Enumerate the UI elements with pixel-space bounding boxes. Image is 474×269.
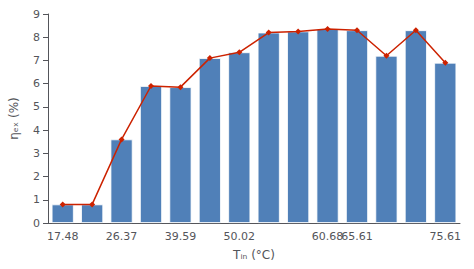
svg-text:3: 3 [33,147,40,160]
svg-text:2: 2 [33,170,40,183]
svg-text:26.37: 26.37 [106,230,138,243]
svg-text:60.68: 60.68 [312,230,344,243]
svg-text:17.48: 17.48 [47,230,78,243]
svg-text:1: 1 [33,193,40,206]
svg-text:39.59: 39.59 [165,230,197,243]
svg-text:4: 4 [33,124,40,137]
svg-text:7: 7 [33,54,40,67]
svg-text:Tᵢₙ (°C): Tᵢₙ (°C) [232,248,275,262]
svg-text:8: 8 [33,31,40,44]
svg-text:9: 9 [33,8,40,21]
svg-text:65.61: 65.61 [341,230,373,243]
svg-text:75.61: 75.61 [430,230,462,243]
svg-text:0: 0 [33,217,40,230]
svg-text:ηₑₓ (%): ηₑₓ (%) [7,97,21,140]
svg-text:6: 6 [33,77,40,90]
svg-text:5: 5 [33,100,40,113]
svg-text:50.02: 50.02 [224,230,256,243]
